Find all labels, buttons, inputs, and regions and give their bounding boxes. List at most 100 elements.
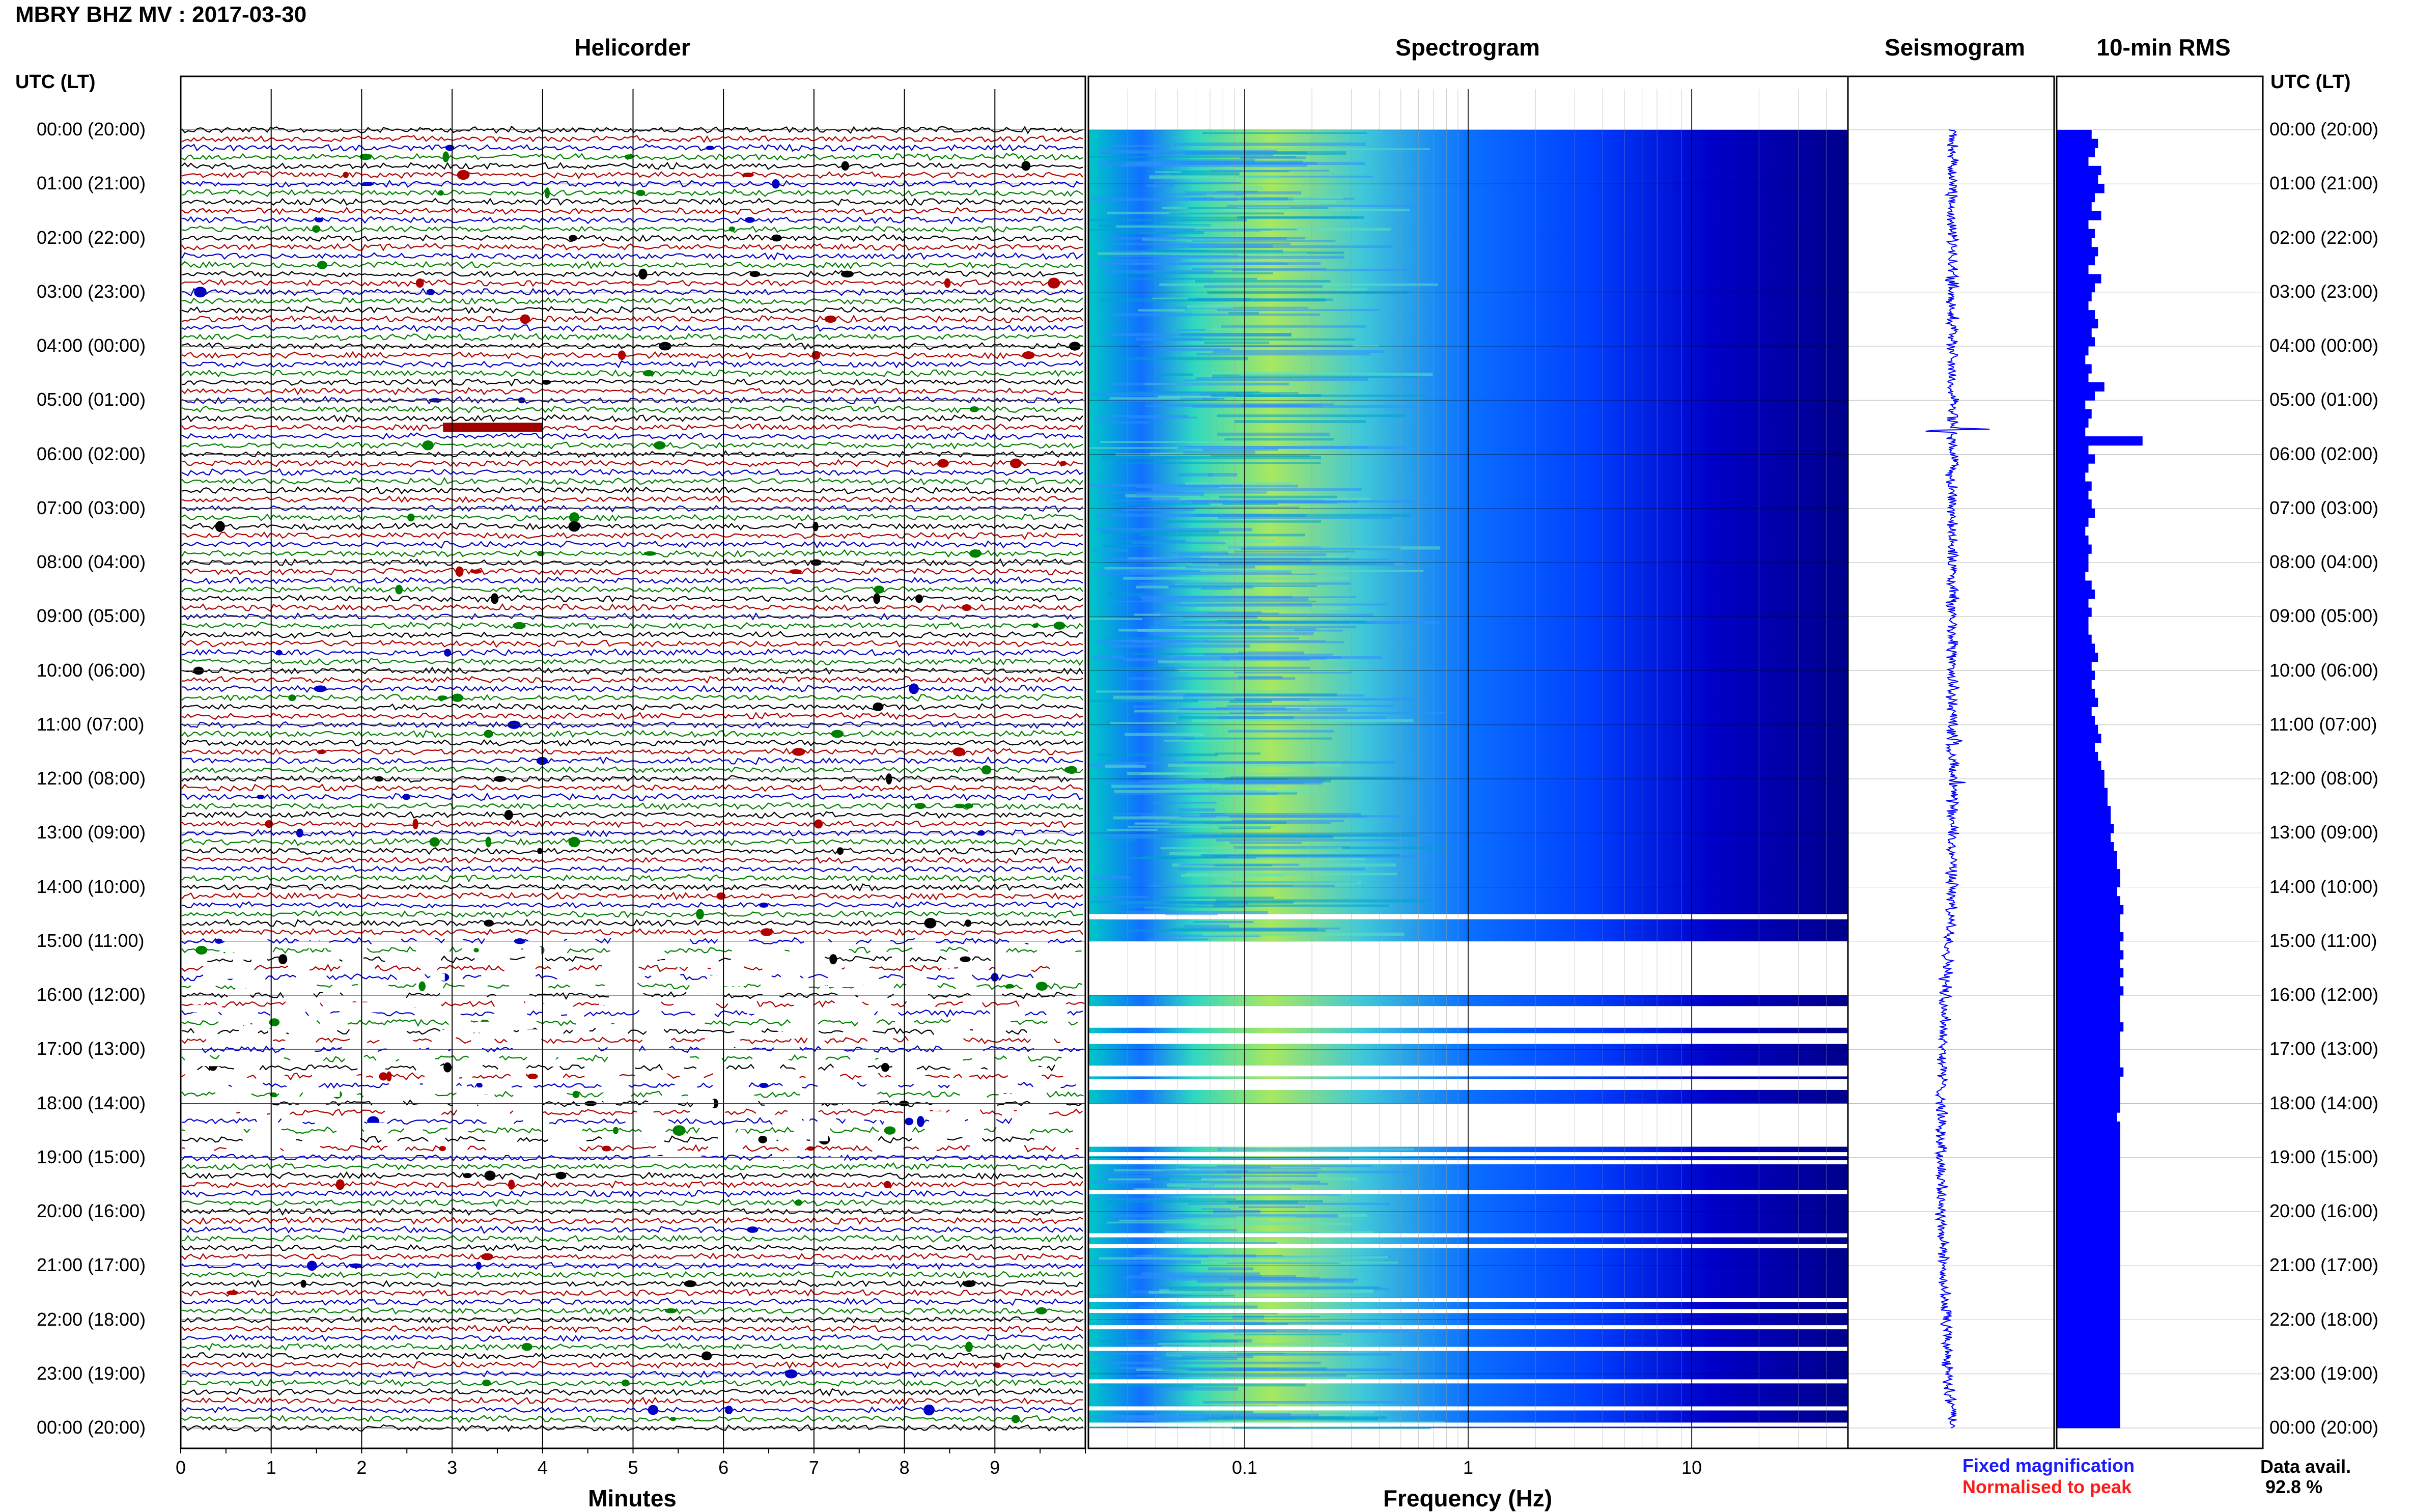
rms-bar bbox=[2057, 1175, 2120, 1185]
spectrogram-streak bbox=[1100, 150, 1277, 154]
spectrogram-streak bbox=[1101, 557, 1210, 561]
spectrogram-streak bbox=[1176, 329, 1206, 331]
spectrogram-streak bbox=[1091, 392, 1240, 396]
rms-bar bbox=[2057, 319, 2098, 329]
helicorder-gap bbox=[913, 1134, 943, 1142]
spectrogram-streak bbox=[1152, 497, 1371, 500]
helicorder-event bbox=[937, 459, 949, 468]
helicorder-event bbox=[701, 1351, 712, 1361]
spectrogram-streak bbox=[1090, 901, 1157, 904]
spectrogram-streak bbox=[1095, 1172, 1318, 1174]
time-label-right: 19:00 (15:00) bbox=[2269, 1146, 2379, 1167]
spectrogram-streak bbox=[1210, 170, 1330, 172]
helicorder-gap bbox=[440, 1029, 473, 1037]
seismogram-title: Seismogram bbox=[1884, 34, 2026, 61]
spectrogram-streak bbox=[1173, 603, 1387, 606]
rms-bar bbox=[2057, 544, 2092, 554]
spectrogram-streak bbox=[1223, 540, 1275, 543]
rms-bar bbox=[2057, 761, 2101, 770]
data-avail-label: Data avail. bbox=[2260, 1456, 2351, 1477]
minute-tick: 9 bbox=[990, 1457, 1000, 1478]
helicorder-gap bbox=[326, 1089, 340, 1097]
helicorder-gap bbox=[343, 991, 377, 999]
spectrogram-streak bbox=[1203, 653, 1333, 656]
helicorder-event bbox=[439, 1146, 446, 1152]
helicorder-event bbox=[544, 187, 550, 199]
helicorder-gap bbox=[285, 1009, 296, 1017]
spectrogram-streak bbox=[1092, 655, 1125, 659]
helicorder-gap bbox=[181, 957, 207, 965]
rms-bar bbox=[2057, 824, 2114, 833]
helicorder-trace bbox=[181, 1054, 1062, 1063]
helicorder-gap bbox=[224, 971, 261, 979]
time-label-left: 01:00 (21:00) bbox=[37, 173, 146, 194]
spectrogram-streak bbox=[1226, 392, 1299, 394]
helicorder-event bbox=[569, 512, 580, 523]
spectrogram-streak bbox=[1231, 819, 1344, 823]
rms-bar bbox=[2057, 1329, 2120, 1338]
minute-tick: 5 bbox=[628, 1457, 638, 1478]
time-label-left: 03:00 (23:00) bbox=[37, 281, 146, 302]
helicorder-trace bbox=[181, 810, 1083, 819]
rms-bar bbox=[2057, 1374, 2120, 1383]
helicorder-trace bbox=[181, 783, 1083, 792]
rms-bar bbox=[2057, 436, 2143, 446]
helicorder-gap bbox=[665, 956, 702, 963]
spectrogram-streak bbox=[1134, 710, 1253, 713]
rms-bar bbox=[2057, 508, 2095, 518]
spectrogram-streak bbox=[1131, 1187, 1292, 1191]
helicorder-gap bbox=[863, 1077, 900, 1085]
rms-bar bbox=[2057, 563, 2089, 572]
spectrogram-streak bbox=[1156, 1242, 1277, 1245]
spectrogram-streak bbox=[1185, 558, 1390, 561]
rms-bar bbox=[2057, 283, 2095, 293]
rms-bar bbox=[2057, 409, 2092, 419]
time-label-right: 13:00 (09:00) bbox=[2269, 822, 2379, 843]
helicorder-trace bbox=[181, 1135, 1034, 1144]
spectrogram-streak bbox=[1161, 1170, 1248, 1173]
rms-bar bbox=[2057, 391, 2095, 401]
helicorder-trace bbox=[181, 1252, 1083, 1261]
rms-bar bbox=[2057, 1193, 2120, 1203]
spectrogram-streak bbox=[1137, 506, 1300, 509]
helicorder-trace bbox=[181, 125, 1083, 134]
helicorder-gap bbox=[735, 1088, 751, 1096]
spectrogram-streak bbox=[1229, 712, 1446, 714]
time-label-left: 22:00 (18:00) bbox=[37, 1308, 146, 1330]
time-label-left: 23:00 (19:00) bbox=[37, 1362, 146, 1384]
time-label-left: 14:00 (10:00) bbox=[37, 876, 146, 897]
helicorder-gap bbox=[962, 1077, 974, 1084]
helicorder-event bbox=[706, 146, 715, 150]
spectrogram-streak bbox=[1154, 182, 1242, 184]
rms-bar bbox=[2057, 1049, 2120, 1059]
helicorder-trace bbox=[181, 414, 1083, 423]
helicorder-event bbox=[909, 683, 919, 694]
spectrogram-streak bbox=[1185, 565, 1255, 569]
helicorder-event bbox=[379, 1072, 388, 1081]
spectrogram-streak bbox=[1107, 1221, 1329, 1224]
spectrogram-streak bbox=[1140, 345, 1353, 347]
helicorder-event bbox=[841, 161, 849, 171]
rms-bar bbox=[2057, 1130, 2120, 1140]
spectrogram-streak bbox=[1195, 279, 1331, 283]
spectrogram-streak bbox=[1119, 231, 1204, 235]
helicorder-event bbox=[422, 440, 434, 451]
legend-fixed-magnification: Fixed magnification bbox=[1962, 1455, 2135, 1476]
spectrogram-streak bbox=[1203, 1411, 1376, 1413]
spectrogram-streak bbox=[1108, 1178, 1151, 1181]
rms-bar bbox=[2057, 724, 2098, 734]
spectrogram-streak bbox=[1230, 842, 1302, 844]
rms-bar bbox=[2057, 382, 2105, 392]
rms-bar bbox=[2057, 959, 2120, 969]
legend-normalised: Normalised to peak bbox=[1962, 1476, 2132, 1497]
spectrogram-streak bbox=[1237, 206, 1290, 208]
helicorder-panel bbox=[181, 89, 1085, 1448]
spectrogram-streak bbox=[1217, 432, 1330, 436]
spectrogram-streak bbox=[1118, 629, 1295, 632]
spectrogram-streak bbox=[1189, 928, 1340, 930]
spectrogram-streak bbox=[1164, 338, 1355, 341]
spectrogram-streak bbox=[1092, 834, 1220, 836]
spectrogram-streak bbox=[1105, 1175, 1317, 1177]
spectrogram-streak bbox=[1143, 585, 1317, 587]
